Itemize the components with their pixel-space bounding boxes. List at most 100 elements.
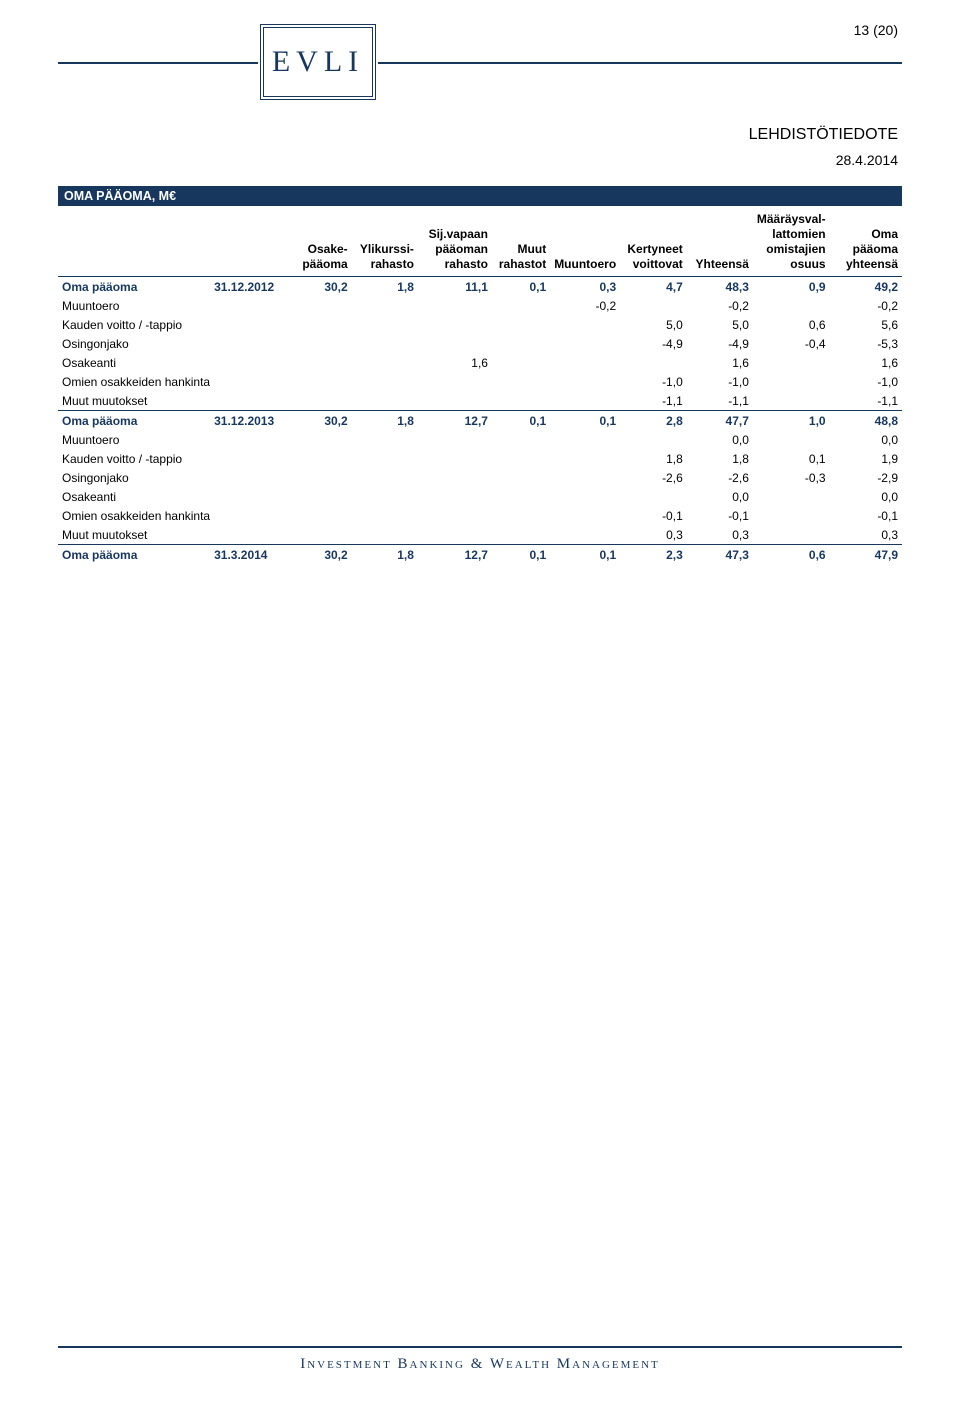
cell-11-0: Osakeanti	[58, 487, 214, 506]
cell-8-1	[214, 430, 287, 449]
cell-14-0: Oma pääoma	[58, 545, 214, 565]
cell-7-6: 0,1	[550, 411, 620, 431]
cell-6-0: Muut muutokset	[58, 391, 214, 411]
cell-9-5	[492, 449, 550, 468]
page-header: EVLI 13 (20)	[0, 0, 960, 106]
equity-table-wrap: OMA PÄÄOMA, M€ Osake-pääomaYlikurssi-rah…	[58, 186, 902, 564]
cell-6-9	[753, 391, 830, 411]
cell-11-6	[550, 487, 620, 506]
cell-7-3: 1,8	[352, 411, 418, 431]
cell-13-10: 0,3	[830, 525, 902, 545]
cell-2-9: 0,6	[753, 315, 830, 334]
table-row: Omien osakkeiden hankinta-0,1-0,1-0,1	[58, 506, 902, 525]
cell-6-8: -1,1	[687, 391, 753, 411]
cell-0-0: Oma pääoma	[58, 277, 214, 297]
cell-13-8: 0,3	[687, 525, 753, 545]
cell-13-5	[492, 525, 550, 545]
table-row: Muuntoero0,00,0	[58, 430, 902, 449]
cell-13-6	[550, 525, 620, 545]
cell-1-3	[352, 296, 418, 315]
cell-12-7: -0,1	[620, 506, 687, 525]
cell-12-2	[287, 506, 351, 525]
cell-13-3	[352, 525, 418, 545]
cell-2-4	[418, 315, 492, 334]
header-rule-right	[378, 62, 902, 64]
cell-5-5	[492, 372, 550, 391]
col-header-0	[58, 206, 214, 277]
cell-10-0: Osingonjako	[58, 468, 214, 487]
cell-7-8: 47,7	[687, 411, 753, 431]
equity-table: Osake-pääomaYlikurssi-rahastoSij.vapaanp…	[58, 206, 902, 564]
cell-0-5: 0,1	[492, 277, 550, 297]
cell-8-9	[753, 430, 830, 449]
cell-8-3	[352, 430, 418, 449]
cell-8-7	[620, 430, 687, 449]
cell-14-1: 31.3.2014	[214, 545, 287, 565]
cell-6-6	[550, 391, 620, 411]
cell-8-8: 0,0	[687, 430, 753, 449]
cell-1-4	[418, 296, 492, 315]
cell-12-10: -0,1	[830, 506, 902, 525]
cell-2-7: 5,0	[620, 315, 687, 334]
cell-7-0: Oma pääoma	[58, 411, 214, 431]
table-row: Muuntoero-0,2-0,2-0,2	[58, 296, 902, 315]
cell-6-1	[214, 391, 287, 411]
cell-4-1	[214, 353, 287, 372]
cell-11-10: 0,0	[830, 487, 902, 506]
cell-2-5	[492, 315, 550, 334]
col-header-8: Yhteensä	[687, 206, 753, 277]
cell-9-10: 1,9	[830, 449, 902, 468]
cell-3-5	[492, 334, 550, 353]
cell-0-6: 0,3	[550, 277, 620, 297]
cell-2-8: 5,0	[687, 315, 753, 334]
cell-4-5	[492, 353, 550, 372]
cell-14-9: 0,6	[753, 545, 830, 565]
document-label: LEHDISTÖTIEDOTE	[749, 126, 898, 144]
cell-12-0: Omien osakkeiden hankinta	[58, 506, 214, 525]
cell-14-8: 47,3	[687, 545, 753, 565]
cell-1-2	[287, 296, 351, 315]
cell-14-7: 2,3	[620, 545, 687, 565]
table-row: Kauden voitto / -tappio5,05,00,65,6	[58, 315, 902, 334]
col-header-5: Muutrahastot	[492, 206, 550, 277]
table-row: Osingonjako-4,9-4,9-0,4-5,3	[58, 334, 902, 353]
cell-6-5	[492, 391, 550, 411]
cell-4-0: Osakeanti	[58, 353, 214, 372]
cell-11-3	[352, 487, 418, 506]
cell-14-6: 0,1	[550, 545, 620, 565]
cell-11-9	[753, 487, 830, 506]
cell-8-4	[418, 430, 492, 449]
cell-9-9: 0,1	[753, 449, 830, 468]
table-row: Osingonjako-2,6-2,6-0,3-2,9	[58, 468, 902, 487]
cell-6-2	[287, 391, 351, 411]
cell-3-10: -5,3	[830, 334, 902, 353]
cell-4-2	[287, 353, 351, 372]
cell-14-4: 12,7	[418, 545, 492, 565]
header-rule-left	[58, 62, 258, 64]
cell-1-7	[620, 296, 687, 315]
cell-3-2	[287, 334, 351, 353]
cell-14-3: 1,8	[352, 545, 418, 565]
table-row: Muut muutokset0,30,30,3	[58, 525, 902, 545]
cell-5-0: Omien osakkeiden hankinta	[58, 372, 214, 391]
table-row: Oma pääoma31.12.201230,21,811,10,10,34,7…	[58, 277, 902, 297]
cell-8-6	[550, 430, 620, 449]
cell-10-10: -2,9	[830, 468, 902, 487]
cell-1-6: -0,2	[550, 296, 620, 315]
cell-3-0: Osingonjako	[58, 334, 214, 353]
cell-4-10: 1,6	[830, 353, 902, 372]
cell-14-2: 30,2	[287, 545, 351, 565]
cell-7-1: 31.12.2013	[214, 411, 287, 431]
cell-13-0: Muut muutokset	[58, 525, 214, 545]
table-row: Osakeanti1,61,61,6	[58, 353, 902, 372]
cell-2-6	[550, 315, 620, 334]
cell-12-3	[352, 506, 418, 525]
cell-5-2	[287, 372, 351, 391]
cell-12-9	[753, 506, 830, 525]
col-header-2: Osake-pääoma	[287, 206, 351, 277]
col-header-4: Sij.vapaanpääomanrahasto	[418, 206, 492, 277]
cell-13-7: 0,3	[620, 525, 687, 545]
cell-0-10: 49,2	[830, 277, 902, 297]
cell-3-7: -4,9	[620, 334, 687, 353]
table-row: Oma pääoma31.3.201430,21,812,70,10,12,34…	[58, 545, 902, 565]
